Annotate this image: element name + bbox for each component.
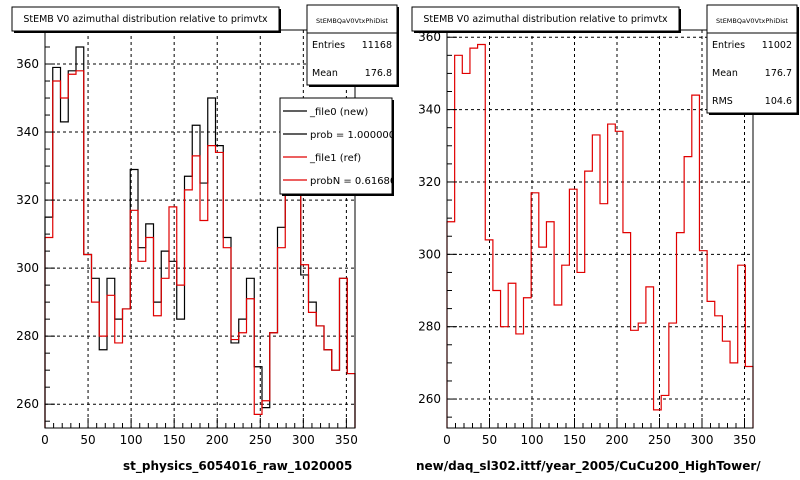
x-tick-label: 250 <box>249 433 272 447</box>
stats-value: 11168 <box>362 40 392 51</box>
title-box <box>411 6 680 32</box>
histogram-series-1 <box>44 46 356 428</box>
legend: _file0 (new) prob = 1.000000 _file1 (ref) p… <box>279 97 403 196</box>
legend-entry-label: probN = 0.616800 <box>310 176 403 187</box>
stats-box <box>306 4 398 86</box>
x-tick-label: 0 <box>41 433 49 447</box>
plot-frame <box>44 29 356 429</box>
y-tick-label: 360 <box>418 30 441 44</box>
title-box <box>11 6 280 32</box>
x-tick-label: 100 <box>521 433 544 447</box>
stats-label: Mean <box>312 68 338 79</box>
x-tick-label: 350 <box>335 433 358 447</box>
stats-value: 11002 <box>762 40 792 51</box>
histogram-series-1 <box>446 43 754 428</box>
stats-label: Entries <box>712 40 745 51</box>
stats-value: 104.6 <box>765 96 792 107</box>
x-tick-label: 100 <box>120 433 143 447</box>
x-axis-label: new/daq_sl302.ittf/year_2005/CuCu200_Hig… <box>416 459 761 474</box>
legend-entry-label: _file1 (ref) <box>309 153 361 164</box>
y-tick-label: 280 <box>418 320 441 334</box>
x-tick-label: 200 <box>606 433 629 447</box>
stats-label: Mean <box>712 68 738 79</box>
y-tick-label: 340 <box>418 103 441 117</box>
stats-value: 176.7 <box>765 68 792 79</box>
x-tick-label: 250 <box>648 433 671 447</box>
x-tick-label: 300 <box>292 433 315 447</box>
chart-title: StEMB V0 azimuthal distribution relative… <box>23 14 268 25</box>
legend-box <box>279 97 393 195</box>
y-tick-label: 300 <box>16 261 39 275</box>
x-tick-label: 0 <box>443 433 451 447</box>
legend-entries: _file0 (new) prob = 1.000000 _file1 (ref) p… <box>283 107 403 187</box>
x-tick-label: 300 <box>691 433 714 447</box>
histogram-panel-1: 0 50 100 150 200 250 300 350 260 280 300 320 340 360 S… <box>11 4 403 474</box>
x-tick-label: 50 <box>482 433 497 447</box>
legend-entry-label: prob = 1.000000 <box>310 130 395 141</box>
stats-box <box>706 4 798 114</box>
stats-label: RMS <box>712 96 733 107</box>
y-tick-label: 300 <box>418 247 441 261</box>
legend-entry-label: _file0 (new) <box>309 107 368 118</box>
histogram-panel-2: 0 50 100 150 200 250 300 350 260 280 300 320 340 360 S… <box>411 4 799 474</box>
stats-name: StEMBQaV0VtxPhiDist <box>316 17 388 25</box>
chart-title: StEMB V0 azimuthal distribution relative… <box>423 14 668 25</box>
y-tick-label: 360 <box>16 57 39 71</box>
histogram-series-2 <box>44 70 356 428</box>
y-tick-label: 280 <box>16 329 39 343</box>
y-tick-label: 320 <box>418 175 441 189</box>
y-tick-label: 320 <box>16 193 39 207</box>
stats-value: 176.8 <box>365 68 392 79</box>
x-axis-label: st_physics_6054016_raw_1020005 <box>123 459 352 474</box>
x-tick-label: 50 <box>80 433 95 447</box>
y-tick-label: 260 <box>418 392 441 406</box>
y-tick-label: 260 <box>16 397 39 411</box>
y-tick-label: 340 <box>16 125 39 139</box>
x-tick-label: 200 <box>206 433 229 447</box>
x-tick-label: 150 <box>163 433 186 447</box>
stats-name: StEMBQaV0VtxPhiDist <box>716 17 788 25</box>
x-tick-label: 150 <box>563 433 586 447</box>
stats-label: Entries <box>312 40 345 51</box>
x-tick-label: 350 <box>733 433 756 447</box>
